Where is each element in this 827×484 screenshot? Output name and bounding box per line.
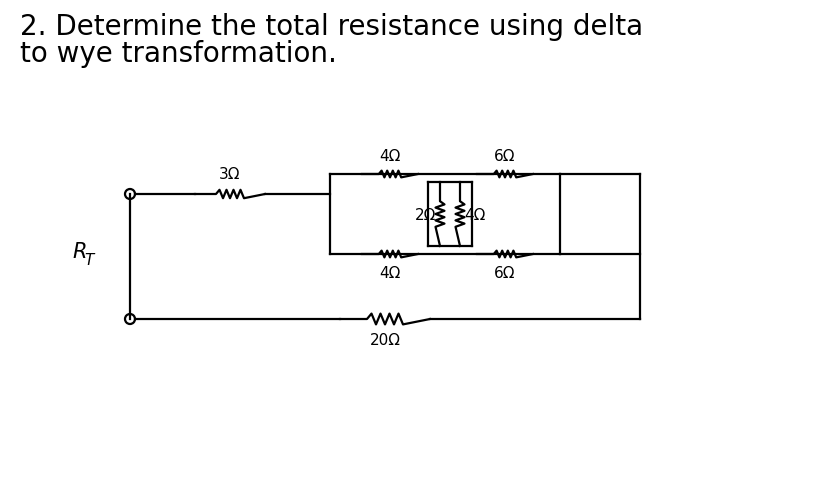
Text: 2. Determine the total resistance using delta: 2. Determine the total resistance using … bbox=[20, 13, 643, 41]
Text: 2Ω: 2Ω bbox=[414, 207, 436, 222]
Text: 3Ω: 3Ω bbox=[219, 166, 241, 182]
Text: 4Ω: 4Ω bbox=[379, 265, 400, 280]
Text: 4Ω: 4Ω bbox=[463, 207, 485, 222]
Text: 20Ω: 20Ω bbox=[369, 333, 400, 348]
Text: to wye transformation.: to wye transformation. bbox=[20, 40, 337, 68]
Text: R: R bbox=[73, 242, 87, 262]
Text: 4Ω: 4Ω bbox=[379, 149, 400, 164]
Text: 6Ω: 6Ω bbox=[494, 149, 515, 164]
Text: T: T bbox=[84, 253, 93, 268]
Text: 6Ω: 6Ω bbox=[494, 265, 515, 280]
